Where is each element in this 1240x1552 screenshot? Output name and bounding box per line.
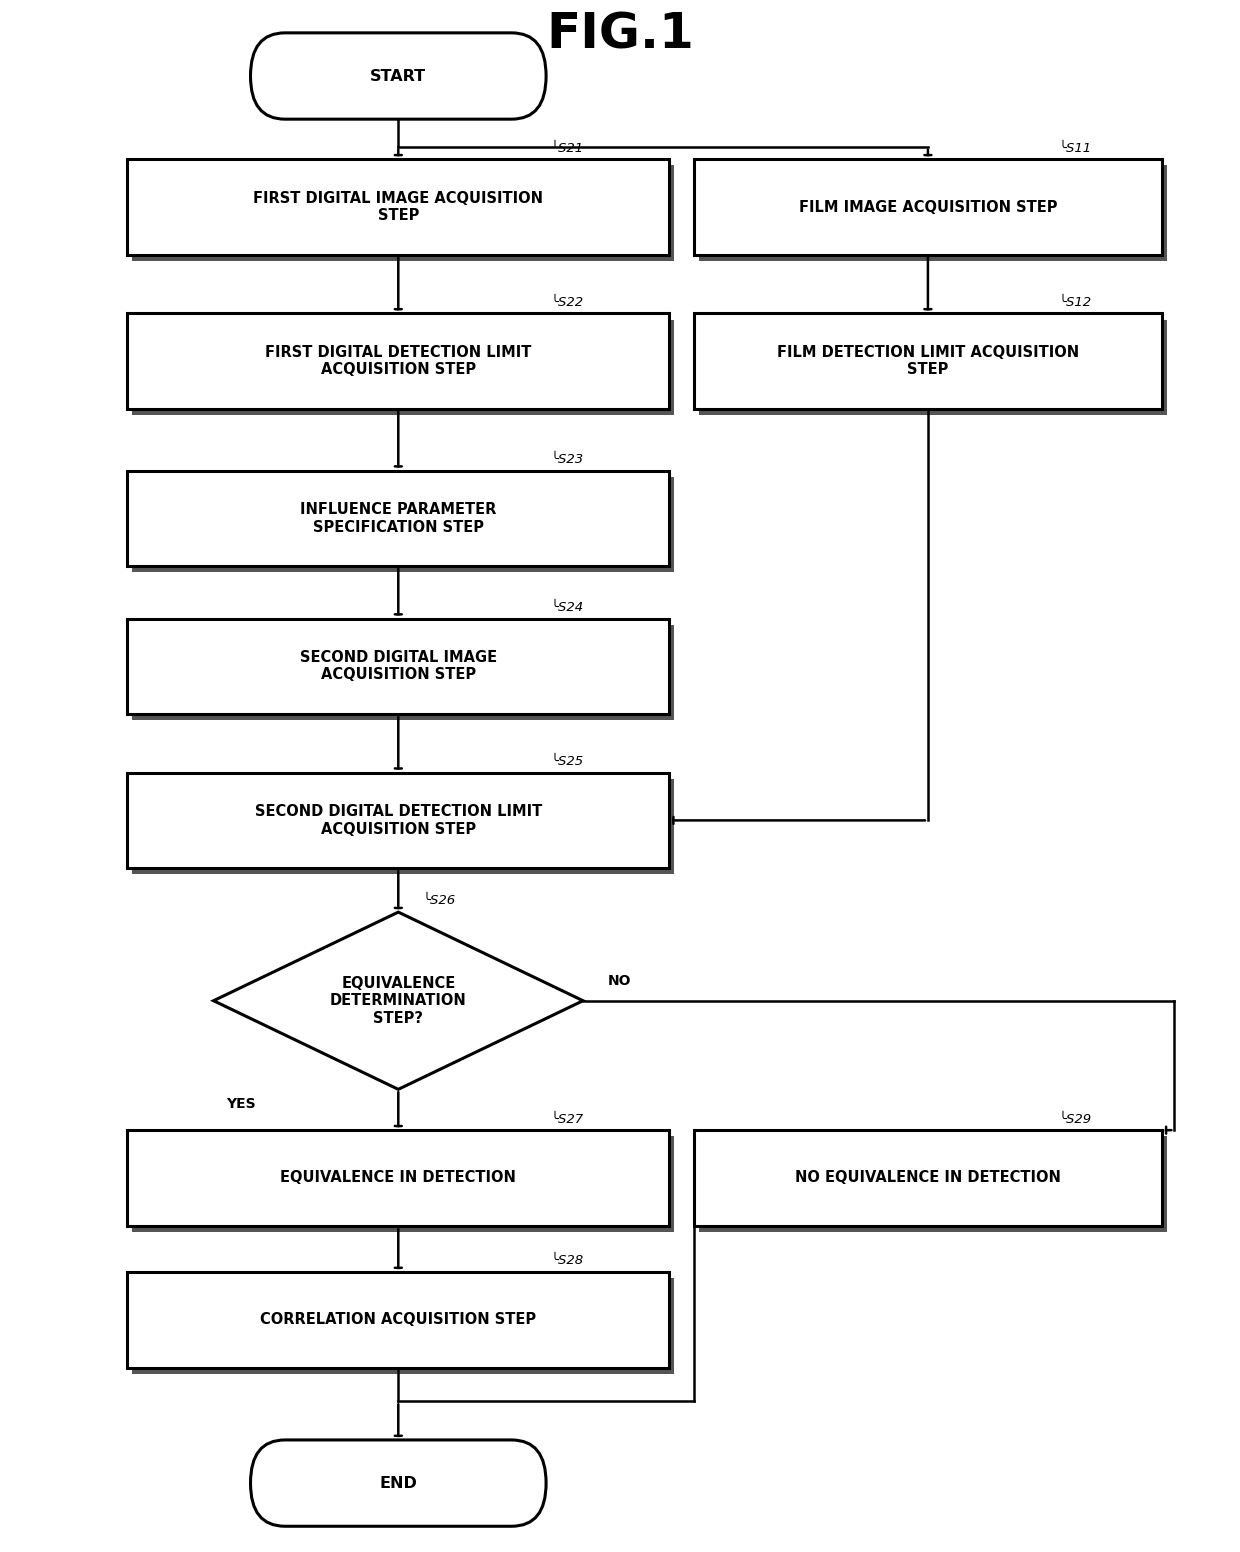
Text: SECOND DIGITAL DETECTION LIMIT
ACQUISITION STEP: SECOND DIGITAL DETECTION LIMIT ACQUISITI…: [254, 804, 542, 837]
Text: INFLUENCE PARAMETER
SPECIFICATION STEP: INFLUENCE PARAMETER SPECIFICATION STEP: [300, 503, 496, 534]
FancyBboxPatch shape: [133, 320, 675, 414]
FancyBboxPatch shape: [250, 33, 546, 120]
Text: ╰S24: ╰S24: [551, 601, 583, 615]
Text: NO: NO: [608, 975, 631, 989]
Polygon shape: [213, 913, 583, 1090]
Text: NO EQUIVALENCE IN DETECTION: NO EQUIVALENCE IN DETECTION: [795, 1170, 1061, 1186]
Text: ╰S25: ╰S25: [551, 754, 583, 768]
Text: ╰S28: ╰S28: [551, 1254, 583, 1268]
FancyBboxPatch shape: [133, 1279, 675, 1374]
FancyBboxPatch shape: [694, 1130, 1162, 1226]
FancyBboxPatch shape: [694, 160, 1162, 255]
FancyBboxPatch shape: [694, 314, 1162, 408]
FancyBboxPatch shape: [128, 1130, 670, 1226]
Text: ╰S22: ╰S22: [551, 296, 583, 309]
Text: FIG.1: FIG.1: [546, 11, 694, 59]
Text: FIRST DIGITAL IMAGE ACQUISITION
STEP: FIRST DIGITAL IMAGE ACQUISITION STEP: [253, 191, 543, 223]
FancyBboxPatch shape: [133, 476, 675, 573]
Text: EQUIVALENCE IN DETECTION: EQUIVALENCE IN DETECTION: [280, 1170, 516, 1186]
Text: CORRELATION ACQUISITION STEP: CORRELATION ACQUISITION STEP: [260, 1313, 537, 1327]
Text: ╰S23: ╰S23: [551, 453, 583, 466]
FancyBboxPatch shape: [699, 1136, 1167, 1232]
Text: START: START: [371, 68, 427, 84]
FancyBboxPatch shape: [699, 166, 1167, 261]
Text: SECOND DIGITAL IMAGE
ACQUISITION STEP: SECOND DIGITAL IMAGE ACQUISITION STEP: [300, 650, 497, 683]
FancyBboxPatch shape: [133, 624, 675, 720]
FancyBboxPatch shape: [128, 773, 670, 868]
Text: ╰S11: ╰S11: [1059, 141, 1092, 155]
Text: FILM IMAGE ACQUISITION STEP: FILM IMAGE ACQUISITION STEP: [799, 200, 1058, 214]
FancyBboxPatch shape: [128, 619, 670, 714]
Text: ╰S27: ╰S27: [551, 1113, 583, 1125]
FancyBboxPatch shape: [128, 1273, 670, 1367]
FancyBboxPatch shape: [133, 1136, 675, 1232]
Text: FILM DETECTION LIMIT ACQUISITION
STEP: FILM DETECTION LIMIT ACQUISITION STEP: [776, 345, 1079, 377]
FancyBboxPatch shape: [128, 160, 670, 255]
FancyBboxPatch shape: [133, 779, 675, 874]
Text: FIRST DIGITAL DETECTION LIMIT
ACQUISITION STEP: FIRST DIGITAL DETECTION LIMIT ACQUISITIO…: [265, 345, 532, 377]
FancyBboxPatch shape: [133, 166, 675, 261]
FancyBboxPatch shape: [250, 1440, 546, 1526]
Text: END: END: [379, 1476, 417, 1490]
Text: ╰S29: ╰S29: [1059, 1113, 1092, 1125]
FancyBboxPatch shape: [128, 314, 670, 408]
FancyBboxPatch shape: [699, 320, 1167, 414]
Text: ╰S26: ╰S26: [423, 894, 456, 908]
Text: EQUIVALENCE
DETERMINATION
STEP?: EQUIVALENCE DETERMINATION STEP?: [330, 976, 466, 1026]
Text: YES: YES: [226, 1097, 255, 1111]
Text: ╰S21: ╰S21: [551, 141, 583, 155]
Text: ╰S12: ╰S12: [1059, 296, 1092, 309]
FancyBboxPatch shape: [128, 470, 670, 566]
